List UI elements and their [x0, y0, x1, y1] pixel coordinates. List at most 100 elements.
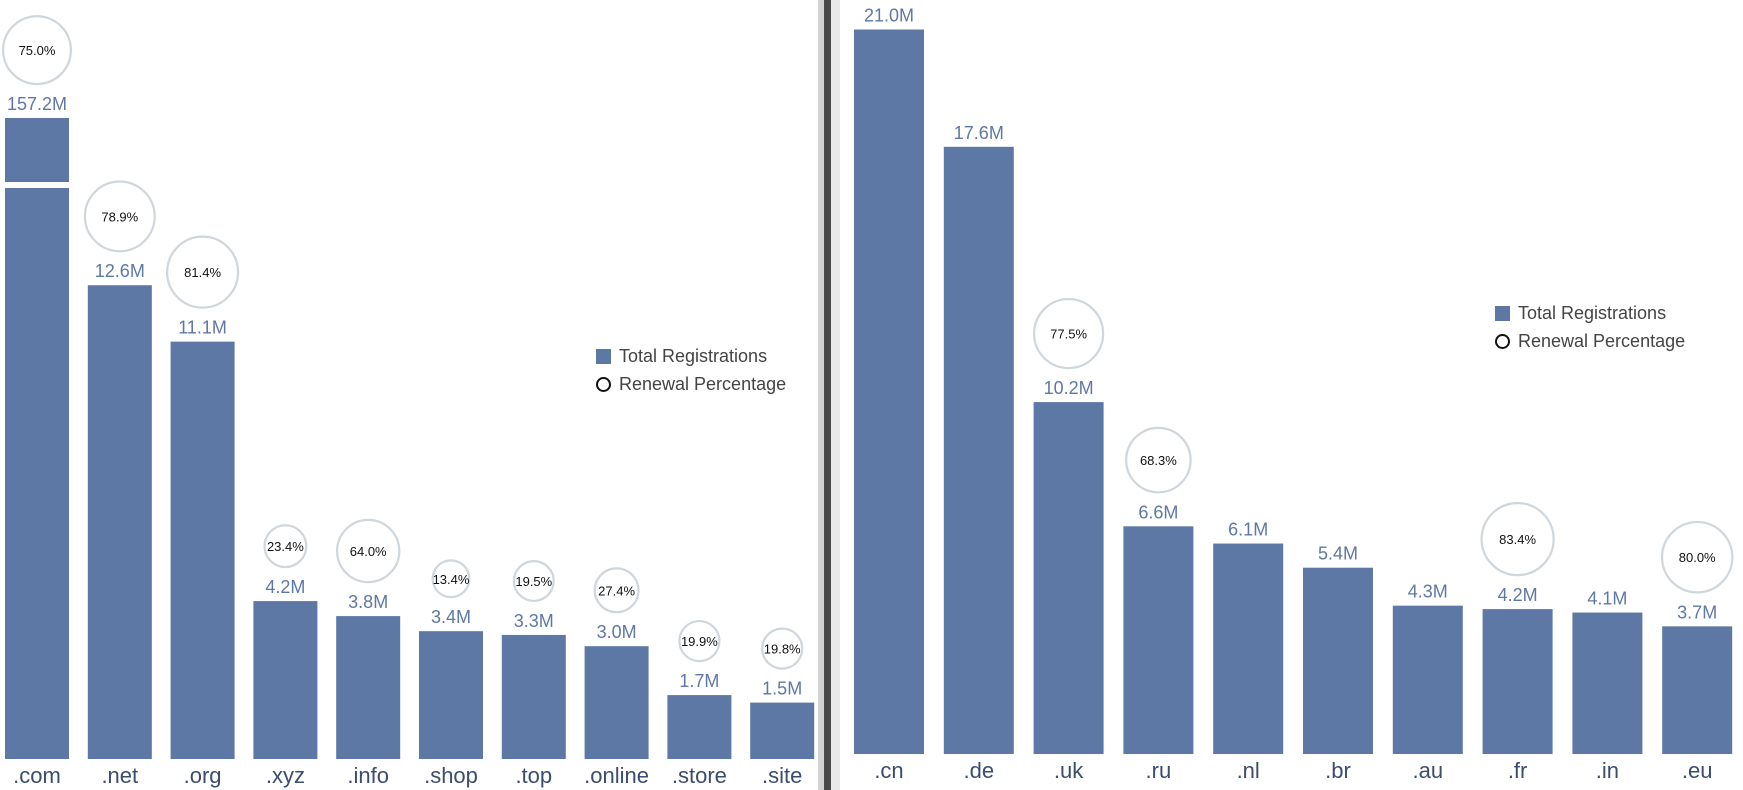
bar-registrations-online: [584, 646, 649, 759]
category-label: .online: [584, 763, 649, 788]
category-label: .store: [672, 763, 727, 788]
renewal-circle-fr: [1480, 501, 1555, 577]
renewal-value-label: 81.4%: [184, 265, 221, 280]
legend-square-icon: [596, 348, 611, 364]
bar-registrations-top: [501, 634, 566, 759]
category-label: .top: [515, 763, 552, 788]
bar-registrations-ru: [1123, 526, 1194, 754]
renewal-circle-uk: [1032, 297, 1105, 370]
category-label: .cn: [874, 758, 903, 783]
category-label: .nl: [1237, 758, 1260, 783]
bar-value-label: 21.0M: [864, 6, 914, 26]
legend-item-renewal: Renewal Percentage: [1495, 327, 1685, 355]
legend-label-renewal: Renewal Percentage: [619, 374, 787, 394]
bar-value-label: 3.4M: [431, 607, 471, 627]
category-label: .uk: [1054, 758, 1084, 783]
renewal-circle-ru: [1125, 426, 1192, 494]
renewal-circle-online: [593, 567, 640, 614]
renewal-circle-top: [512, 559, 555, 603]
bar-registrations-uk: [1033, 402, 1104, 754]
bar-value-label: 12.6M: [95, 261, 145, 281]
renewal-value-label: 19.8%: [764, 642, 801, 657]
legend-label-registrations: Total Registrations: [619, 346, 768, 366]
bar-registrations-shop: [419, 631, 483, 759]
bar-registrations-eu: [1662, 626, 1733, 754]
bar-value-label: 4.1M: [1587, 589, 1627, 609]
category-label: .br: [1325, 758, 1351, 783]
cctld-chart-panel: 21.0M .cn 17.6M .de 10.2M .uk 77.5% 6.6M .ru 68.3…: [840, 0, 1743, 790]
gtld-bar-chart: 157.2M .com 75.0% 12.6M .net 78.9% 11.1M .org 81…: [2, 15, 815, 788]
renewal-circle-com: [2, 15, 72, 86]
category-label: .info: [347, 763, 389, 788]
bar-registrations-xyz: [253, 601, 318, 759]
bar-value-label: 3.0M: [597, 622, 637, 642]
bar-registrations-de: [943, 146, 1014, 755]
category-label: .org: [184, 763, 222, 788]
renewal-circle-net: [83, 180, 156, 253]
bar-value-label: 1.5M: [762, 679, 802, 699]
renewal-value-label: 23.4%: [267, 539, 304, 554]
category-label: .xyz: [266, 763, 305, 788]
bar-value-label: 11.1M: [178, 318, 227, 338]
bar-registrations-net: [87, 285, 152, 759]
bar-value-label: 3.8M: [348, 592, 388, 612]
legend-label-renewal: Renewal Percentage: [1518, 331, 1686, 351]
renewal-circle-info: [335, 518, 401, 584]
gtld-chart-panel: 157.2M .com 75.0% 12.6M .net 78.9% 11.1M .org 81…: [0, 0, 818, 790]
bar-value-label: 17.6M: [954, 123, 1004, 143]
panel-divider-dark: [824, 0, 831, 790]
renewal-circle-org: [166, 235, 240, 309]
category-label: .eu: [1682, 758, 1713, 783]
legend-item-registrations: Total Registrations: [596, 342, 786, 370]
renewal-value-label: 13.4%: [433, 572, 470, 587]
renewal-circle-eu: [1660, 520, 1734, 594]
legend-circle-icon: [596, 376, 611, 392]
axis-break-gap: [4, 182, 70, 188]
bar-value-label: 5.4M: [1318, 544, 1358, 564]
panel-divider-light: [818, 0, 824, 790]
category-label: .in: [1596, 758, 1619, 783]
bar-registrations-nl: [1213, 543, 1284, 754]
renewal-value-label: 83.4%: [1499, 532, 1536, 547]
bar-registrations-cn: [854, 29, 924, 754]
bar-registrations-store: [667, 695, 732, 759]
renewal-circle-store: [678, 619, 721, 663]
renewal-value-label: 68.3%: [1140, 453, 1177, 468]
bar-registrations-fr: [1482, 609, 1553, 754]
legend-item-renewal: Renewal Percentage: [596, 370, 786, 398]
bar-value-label: 157.2M: [7, 94, 67, 114]
category-label: .net: [101, 763, 138, 788]
bar-value-label: 1.7M: [679, 671, 719, 691]
category-label: .com: [13, 763, 61, 788]
bar-value-label: 3.7M: [1677, 602, 1717, 622]
legend-circle-icon: [1495, 333, 1510, 349]
renewal-circle-site: [761, 627, 804, 670]
legend-square-icon: [1495, 305, 1510, 321]
renewal-circle-xyz: [263, 524, 308, 569]
bar-value-label: 4.3M: [1408, 582, 1448, 602]
bar-registrations-com: [5, 118, 69, 759]
bar-value-label: 3.3M: [514, 611, 554, 631]
category-label: .site: [762, 763, 802, 788]
bar-value-label: 4.2M: [1498, 585, 1538, 605]
bar-registrations-br: [1303, 567, 1373, 754]
legend-label-registrations: Total Registrations: [1518, 303, 1667, 323]
renewal-value-label: 27.4%: [598, 583, 635, 598]
renewal-value-label: 75.0%: [19, 43, 56, 58]
renewal-circle-shop: [431, 559, 471, 599]
cctld-legend: Total Registrations Renewal Percentage: [1495, 299, 1685, 355]
category-label: .au: [1413, 758, 1444, 783]
bar-registrations-in: [1572, 612, 1643, 754]
renewal-value-label: 19.9%: [681, 634, 718, 649]
bar-value-label: 6.1M: [1228, 520, 1268, 540]
bar-registrations-org: [170, 341, 235, 759]
bar-value-label: 4.2M: [265, 577, 305, 597]
bar-value-label: 6.6M: [1138, 502, 1178, 522]
cctld-bar-chart: 21.0M .cn 17.6M .de 10.2M .uk 77.5% 6.6M .ru 68.3…: [854, 6, 1734, 783]
gtld-legend: Total Registrations Renewal Percentage: [596, 342, 786, 398]
renewal-value-label: 19.5%: [515, 574, 552, 589]
category-label: .de: [964, 758, 995, 783]
category-label: .ru: [1146, 758, 1172, 783]
bar-registrations-site: [750, 702, 815, 759]
renewal-value-label: 77.5%: [1050, 327, 1087, 342]
